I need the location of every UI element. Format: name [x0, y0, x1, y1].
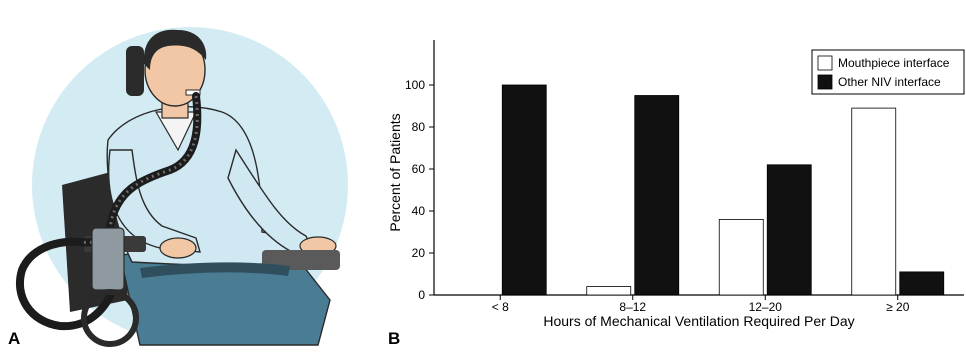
illustration-panel: A: [0, 0, 370, 352]
ventilator-user-illustration: [16, 27, 348, 347]
legend-label-1: Other NIV interface: [838, 75, 941, 89]
bar-mouthpiece-1: [586, 286, 632, 296]
hair: [143, 29, 207, 70]
y-tick-label: 80: [412, 120, 426, 134]
y-axis-label: Percent of Patients: [387, 113, 403, 231]
legend-box: [811, 49, 965, 95]
x-tick-label: ≥ 20: [886, 300, 910, 314]
x-tick-label: 8–12: [619, 300, 646, 314]
y-tick-label: 0: [418, 288, 425, 302]
wheelchair-wheel: [81, 289, 139, 347]
y-tick-label: 20: [412, 246, 426, 260]
bar-mouthpiece-2: [718, 218, 764, 296]
bar-other-niv-3: [899, 271, 945, 296]
y-tick-label: 60: [412, 162, 426, 176]
tube-ridges: [79, 95, 199, 244]
x-tick-label: 12–20: [749, 300, 783, 314]
legend-swatch-0: [817, 55, 833, 71]
bar-other-niv-2: [766, 164, 812, 296]
ventilator-unit: [91, 227, 125, 291]
seat-belt: [140, 262, 290, 278]
chart-panel: 0 20 40 60 80 100 Percent of Patients < 8 8–12 12…: [380, 0, 966, 352]
y-tick-label: 40: [412, 204, 426, 218]
legend-label-0: Mouthpiece interface: [838, 56, 950, 70]
x-tick-label: < 8: [492, 300, 509, 314]
left-hand: [159, 237, 197, 259]
x-axis-label: Hours of Mechanical Ventilation Required…: [543, 313, 854, 329]
panel-b-label: B: [388, 329, 401, 348]
left-arm: [108, 149, 201, 253]
bar-other-niv-0: [501, 84, 547, 296]
bar-other-niv-1: [634, 95, 680, 296]
legend-swatch-1: [817, 74, 833, 90]
bar-mouthpiece-3: [851, 107, 897, 296]
panel-a-label: A: [8, 329, 21, 348]
armrest-controller: [262, 250, 340, 270]
y-tick-label: 100: [405, 78, 425, 92]
headrest: [126, 46, 144, 96]
bar-chart: 0 20 40 60 80 100 Percent of Patients < 8 8–12 12…: [387, 40, 965, 329]
